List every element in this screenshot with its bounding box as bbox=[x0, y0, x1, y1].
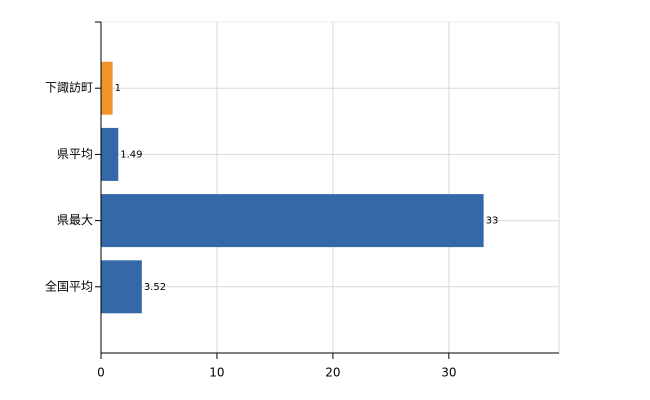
bar bbox=[101, 61, 113, 115]
value-label: 33 bbox=[486, 216, 499, 227]
y-tick-label: 下諏訪町 bbox=[45, 80, 93, 95]
bar bbox=[101, 260, 142, 314]
x-tick-label: 10 bbox=[209, 366, 224, 380]
value-label: 1.49 bbox=[120, 149, 142, 160]
y-tick-label: 全国平均 bbox=[45, 278, 93, 293]
value-label: 1 bbox=[115, 83, 121, 94]
y-tick-label: 県平均 bbox=[57, 147, 93, 161]
x-tick-label: 0 bbox=[97, 366, 105, 380]
x-tick-label: 30 bbox=[441, 366, 456, 380]
bar bbox=[101, 194, 484, 248]
bar bbox=[101, 127, 119, 181]
y-tick-label: 県最大 bbox=[57, 213, 93, 227]
x-tick-label: 20 bbox=[325, 366, 340, 380]
value-label: 3.52 bbox=[144, 282, 166, 293]
